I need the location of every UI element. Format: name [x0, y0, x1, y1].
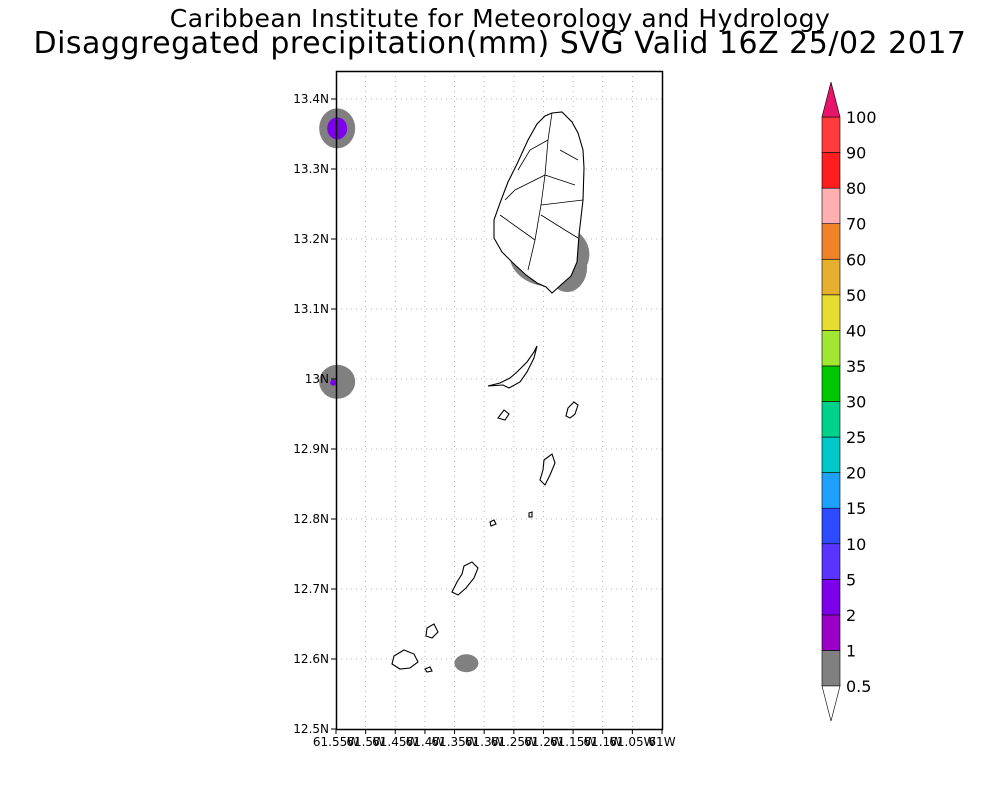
colorbar-swatch	[821, 436, 841, 473]
colorbar-swatch	[821, 294, 841, 331]
colorbar-level-label: 70	[846, 215, 866, 234]
lat-tick-label: 13.3N	[293, 162, 329, 176]
colorbar-level-label: 1	[846, 641, 856, 660]
latitude-axis: 13.4N 13.3N 13.2N 13.1N 13N 12.9N 12.8N 12.7N 12…	[293, 92, 336, 736]
lon-tick-label: 61.4W	[406, 735, 445, 749]
colorbar-level-label: 35	[846, 357, 866, 376]
island-petite-martinique	[424, 666, 433, 673]
colorbar-swatch	[821, 152, 841, 189]
lat-tick-label: 13.2N	[293, 232, 329, 246]
colorbar-level-label: 50	[846, 286, 866, 305]
colorbar-swatch	[821, 223, 841, 260]
colorbar-level-label: 5	[846, 570, 856, 589]
colorbar-swatch	[821, 116, 841, 153]
lat-tick-label: 12.9N	[293, 442, 329, 456]
colorbar-level-label: 15	[846, 499, 866, 518]
colorbar-level-label: 25	[846, 428, 866, 447]
longitude-axis: 61.55W61.5W61.45W61.4W61.35W61.3W61.25W6…	[313, 729, 676, 749]
lon-tick-label: 61.55W	[313, 735, 359, 749]
colorbar-swatch	[821, 650, 841, 687]
colorbar-level-label: 20	[846, 464, 866, 483]
colorbar-swatch	[821, 330, 841, 367]
island-canouan	[539, 453, 556, 486]
lon-tick-label: 61.45W	[372, 735, 418, 749]
colorbar-level-label: 80	[846, 179, 866, 198]
colorbar-swatch	[821, 187, 841, 224]
island-small-1	[489, 519, 497, 527]
colorbar-bottom-arrow	[821, 685, 841, 722]
colorbar-swatch	[821, 543, 841, 580]
colorbar-level-label: 2	[846, 606, 856, 625]
precip-cell-outer	[454, 654, 479, 673]
lon-tick-label: 61.35W	[431, 735, 477, 749]
lon-tick-label: 61.25W	[491, 735, 537, 749]
lon-tick-label: 61.05W	[609, 735, 655, 749]
colorbar-swatch	[821, 401, 841, 438]
island-bequia-south	[497, 409, 510, 421]
island-mustique	[565, 401, 579, 419]
colorbar-swatch	[821, 507, 841, 545]
colorbar-level-label: 10	[846, 535, 866, 554]
lat-tick-label: 12.5N	[293, 722, 329, 736]
island-bequia	[487, 345, 538, 389]
lon-tick-label: 61.2W	[524, 735, 563, 749]
lon-tick-label: 61W	[648, 735, 675, 749]
colorbar-level-label: 40	[846, 321, 866, 340]
island-small-2	[528, 511, 533, 518]
lon-tick-label: 61.15W	[550, 735, 596, 749]
lat-tick-label: 13.1N	[293, 302, 329, 316]
island-st-vincent	[493, 111, 585, 294]
colorbar-swatch	[821, 365, 841, 402]
island-carriacou	[391, 649, 419, 670]
colorbar-level-label: 100	[846, 108, 877, 127]
lat-tick-label: 12.8N	[293, 512, 329, 526]
island-union	[451, 561, 479, 596]
colorbar-swatch	[821, 579, 841, 616]
lon-tick-label: 61.5W	[346, 735, 385, 749]
colorbar-swatch	[821, 614, 841, 651]
colorbar-level-label: 90	[846, 144, 866, 163]
lon-tick-label: 61.1W	[583, 735, 622, 749]
coastlines	[391, 111, 585, 673]
colorbar-swatch	[821, 258, 841, 296]
lon-tick-label: 61.3W	[465, 735, 504, 749]
colorbar-level-label: 30	[846, 393, 866, 412]
island-carriacou-north	[425, 623, 439, 639]
colorbar-level-label: 0.5	[846, 677, 871, 696]
lat-tick-label: 13.4N	[293, 92, 329, 106]
grid-lines	[336, 71, 662, 729]
title-product: Disaggregated precipitation(mm) SVG Vali…	[33, 26, 967, 61]
lat-tick-label: 12.6N	[293, 652, 329, 666]
colorbar-top-arrow	[821, 81, 841, 118]
colorbar-level-label: 60	[846, 250, 866, 269]
map-frame	[335, 70, 664, 731]
lat-tick-label: 12.7N	[293, 582, 329, 596]
parish-boundaries	[499, 112, 584, 271]
precip-cell-core	[330, 379, 337, 386]
title-institute: Caribbean Institute for Meteorology and …	[169, 4, 831, 33]
lat-tick-label: 13N	[305, 372, 329, 386]
colorbar-swatch	[821, 472, 841, 509]
